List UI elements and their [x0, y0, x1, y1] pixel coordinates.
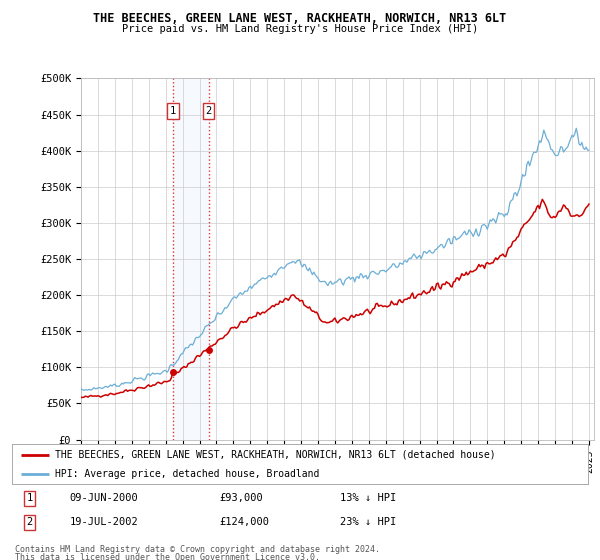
Text: Contains HM Land Registry data © Crown copyright and database right 2024.: Contains HM Land Registry data © Crown c… — [15, 545, 380, 554]
Text: THE BEECHES, GREEN LANE WEST, RACKHEATH, NORWICH, NR13 6LT (detached house): THE BEECHES, GREEN LANE WEST, RACKHEATH,… — [55, 450, 496, 460]
Text: THE BEECHES, GREEN LANE WEST, RACKHEATH, NORWICH, NR13 6LT: THE BEECHES, GREEN LANE WEST, RACKHEATH,… — [94, 12, 506, 25]
Text: 09-JUN-2000: 09-JUN-2000 — [70, 493, 139, 503]
Text: 2: 2 — [206, 106, 212, 116]
Bar — [173, 78, 209, 440]
Text: Price paid vs. HM Land Registry's House Price Index (HPI): Price paid vs. HM Land Registry's House … — [122, 24, 478, 34]
Text: This data is licensed under the Open Government Licence v3.0.: This data is licensed under the Open Gov… — [15, 553, 320, 560]
Text: £124,000: £124,000 — [220, 517, 269, 528]
Text: 19-JUL-2002: 19-JUL-2002 — [70, 517, 139, 528]
Text: HPI: Average price, detached house, Broadland: HPI: Average price, detached house, Broa… — [55, 469, 320, 479]
Text: 13% ↓ HPI: 13% ↓ HPI — [340, 493, 397, 503]
Text: 1: 1 — [26, 493, 32, 503]
Text: 1: 1 — [170, 106, 176, 116]
Text: £93,000: £93,000 — [220, 493, 263, 503]
Text: 2: 2 — [26, 517, 32, 528]
Text: 23% ↓ HPI: 23% ↓ HPI — [340, 517, 397, 528]
